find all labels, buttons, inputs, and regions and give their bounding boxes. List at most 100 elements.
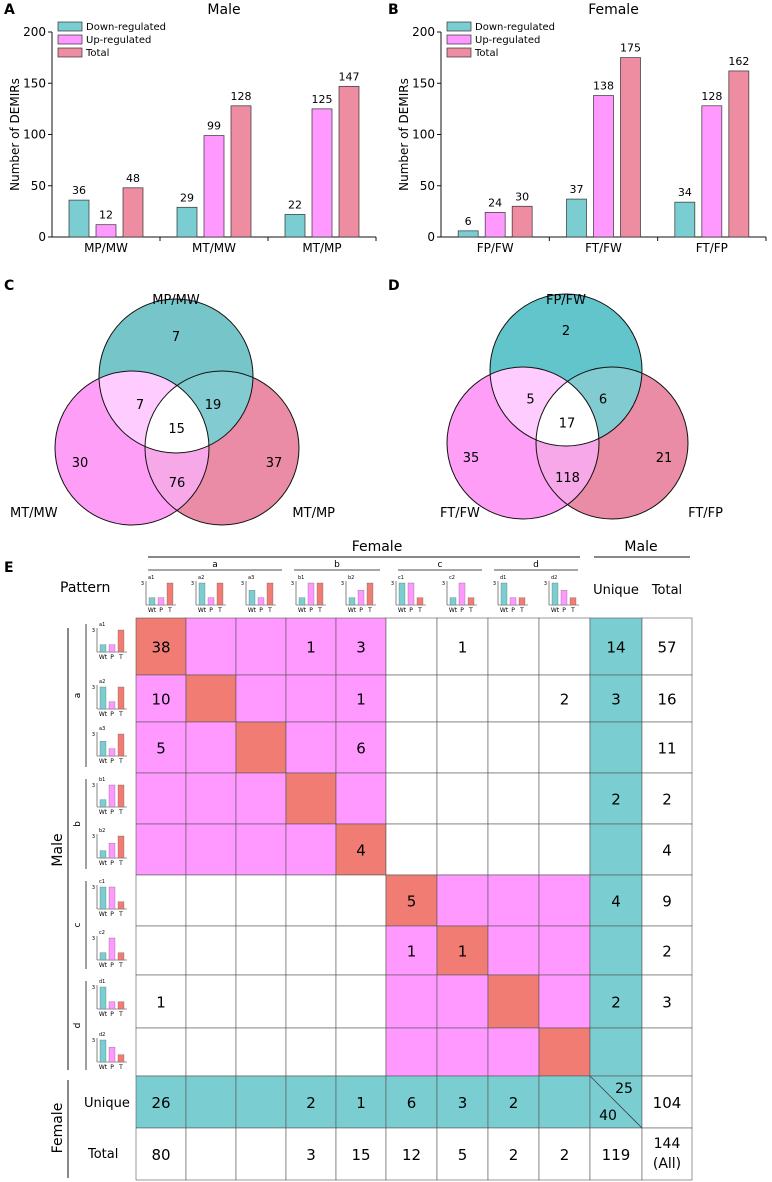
venn-diagram-male: 7 30 37 7 19 76 15 MP/MW MT/MW MT/MP	[10, 293, 335, 526]
table-cell-r3-c0	[135, 772, 187, 825]
venn-count-left-only: 35	[463, 451, 480, 466]
mini-tick: 3	[92, 985, 95, 991]
table-cell-r5-c8	[538, 874, 591, 927]
mini-pattern-label: d1	[99, 979, 105, 985]
mini-bar	[117, 686, 125, 710]
mini-bar	[108, 644, 116, 653]
mini-bar	[99, 850, 107, 859]
header-male: Male	[624, 539, 657, 555]
table-cell-r3-c8	[538, 772, 591, 825]
mini-bar	[398, 582, 406, 606]
table-cell-r8-c5	[385, 1027, 438, 1077]
table-cell-r1-c8	[538, 674, 591, 723]
x-tick-label: MP/MW	[84, 241, 128, 255]
table-cell-r8-c8	[538, 1027, 591, 1077]
table-cell-r0-c7	[487, 617, 540, 676]
mini-axis-label: Wt	[500, 607, 509, 614]
table-cell-r3-c4	[335, 772, 387, 825]
table-cell-r3-c2	[235, 772, 287, 825]
table-cell-r10-c2	[235, 1127, 287, 1181]
venn-count-top-only: 2	[562, 324, 570, 339]
table-value: 1	[306, 639, 316, 657]
mini-bar	[108, 843, 116, 859]
mini-axis-label: T	[519, 607, 524, 614]
mini-bar	[467, 597, 475, 606]
row-group-label: b	[73, 821, 83, 827]
mini-bar	[148, 597, 156, 606]
table-value: 1	[458, 639, 468, 657]
bar-up-regulated-1	[203, 135, 225, 238]
venn-set-label: FP/FW	[546, 293, 586, 308]
table-cell-r3-c10	[641, 772, 693, 825]
x-tick-label: MT/MP	[302, 241, 341, 255]
mini-bar	[117, 1054, 125, 1063]
chart-title: Male	[207, 2, 240, 18]
panel-letter: B	[388, 2, 399, 18]
table-value: 4	[662, 842, 672, 860]
table-value: 80	[151, 1146, 170, 1164]
mini-axis-label: P	[359, 607, 363, 614]
y-tick-label: 50	[31, 179, 46, 193]
mini-bar	[166, 582, 174, 606]
mini-tick: 3	[191, 581, 194, 587]
mini-axis-label: P	[110, 962, 114, 969]
table-value: 26	[151, 1094, 170, 1112]
table-cell-r8-c4	[335, 1027, 387, 1077]
table-cell-r4-c10	[641, 823, 693, 876]
mini-axis-label: Wt	[99, 809, 108, 816]
table-cell-r8-c3	[285, 1027, 337, 1077]
bar-up-regulated-2	[311, 108, 333, 238]
bar-down-regulated-1	[566, 198, 587, 238]
table-cell-r0-c4	[335, 617, 387, 676]
mini-axis-label: T	[468, 607, 473, 614]
mini-bar	[108, 937, 116, 961]
unique-split-line	[589, 1075, 643, 1129]
mini-tick: 3	[92, 783, 95, 789]
mini-bar	[518, 597, 526, 606]
table-value: 2	[509, 1146, 519, 1164]
mini-axis-label: P	[562, 607, 566, 614]
mini-bar	[99, 686, 107, 710]
mini-axis-label: P	[159, 607, 163, 614]
mini-bar	[108, 701, 116, 710]
mini-bar	[316, 582, 324, 606]
table-cell-r0-c6	[436, 617, 489, 676]
mini-bar	[117, 835, 125, 859]
mini-axis-label: T	[118, 1064, 123, 1071]
bar-down-regulated-0	[68, 199, 90, 238]
panel-letters: A B C D E	[4, 2, 400, 576]
legend-label: Up-regulated	[475, 35, 540, 46]
bar-value-label: 36	[72, 184, 86, 197]
x-tick-label: MT/MW	[192, 241, 236, 255]
venn-center-outer	[145, 371, 209, 453]
mini-pattern-label: a1	[99, 622, 105, 628]
mini-bar	[348, 597, 356, 606]
table-cell-r1-c5	[385, 674, 438, 723]
mini-bar	[500, 582, 508, 606]
table-value: 3	[662, 994, 672, 1012]
table-value: 16	[657, 691, 676, 709]
mini-axis-label: Wt	[398, 607, 407, 614]
mini-bar	[108, 784, 116, 808]
table-value: 57	[657, 639, 676, 657]
venn-count-left-only: 30	[72, 456, 89, 471]
table-value: 3	[611, 691, 621, 709]
table-cell-r0-c3	[285, 617, 337, 676]
mini-axis-label: T	[267, 607, 272, 614]
bar-down-regulated-1	[176, 206, 198, 238]
bar-up-regulated-0	[484, 212, 506, 238]
table-value: 5	[407, 893, 417, 911]
mini-tick: 3	[341, 581, 344, 587]
mini-bar	[117, 901, 125, 910]
mini-axis-label: Wt	[99, 860, 108, 867]
table-cell-r7-c4	[335, 974, 387, 1029]
bar-value-label: 34	[678, 186, 692, 199]
venn-count-all: 17	[559, 417, 576, 432]
bar-value-label: 29	[180, 191, 194, 204]
venn-outline	[446, 366, 600, 520]
table-value: 6	[356, 740, 366, 758]
table-cell-r1-c6	[436, 674, 489, 723]
mini-axis-label: Wt	[99, 758, 108, 765]
